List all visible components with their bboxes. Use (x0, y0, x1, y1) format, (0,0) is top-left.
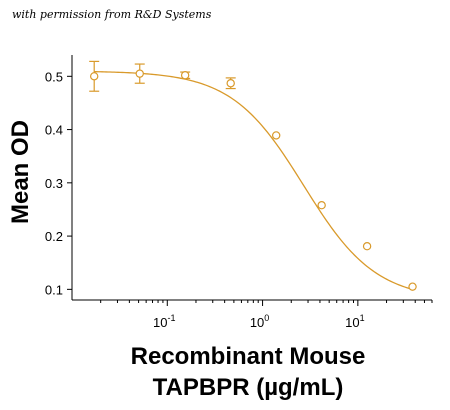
x-tick-label: 100 (250, 313, 269, 330)
y-tick-label: 0.3 (45, 176, 63, 191)
axes: 0.1 0.2 0.3 0.4 0.5 10-1 100 101 (45, 55, 433, 330)
y-tick-label: 0.2 (45, 229, 63, 244)
x-tick-label: 101 (345, 313, 364, 330)
data-point (180, 71, 190, 80)
y-tick-label: 0.4 (45, 123, 63, 138)
data-point (90, 72, 99, 81)
data-point (362, 242, 372, 251)
data-point (317, 200, 326, 210)
y-tick-label: 0.5 (45, 69, 63, 84)
y-axis-title: Mean OD (7, 120, 34, 224)
data-point (271, 131, 281, 140)
data-point (135, 69, 144, 78)
y-tick-label: 0.1 (45, 282, 63, 297)
fit-curve (94, 71, 413, 291)
data-point (408, 282, 417, 291)
x-axis-title-line1: Recombinant Mouse (131, 343, 366, 370)
data-point (226, 79, 235, 88)
data-points-layer (89, 60, 417, 291)
x-axis-title-line2: TAPBPR (µg/mL) (153, 374, 344, 401)
fit-curve-layer (94, 71, 413, 291)
permission-note: with permission from R&D Systems (12, 8, 212, 21)
x-tick-label: 10-1 (153, 313, 175, 330)
